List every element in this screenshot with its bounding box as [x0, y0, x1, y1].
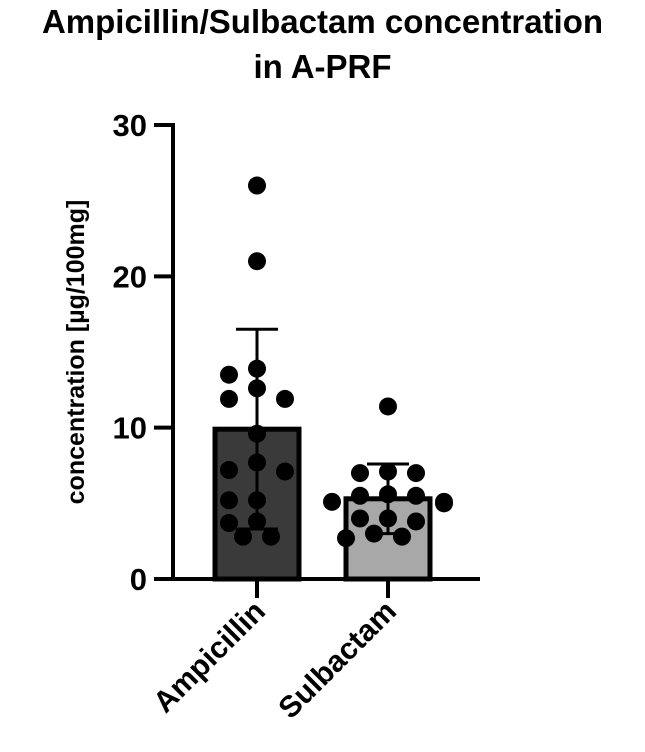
data-point-ampicillin — [248, 379, 266, 398]
data-point-sulbactam — [323, 492, 341, 511]
y-axis-label: concentration [µg/100mg] — [62, 200, 90, 505]
data-point-sulbactam — [407, 486, 425, 505]
data-point-sulbactam — [351, 486, 369, 505]
data-point-ampicillin — [276, 389, 294, 408]
data-point-ampicillin — [248, 252, 266, 271]
data-point-ampicillin — [248, 453, 266, 472]
data-point-sulbactam — [393, 527, 411, 546]
chart-title-line-2: in A-PRF — [253, 48, 392, 85]
data-point-sulbactam — [435, 494, 453, 513]
data-point-ampicillin — [220, 365, 238, 384]
chart-title-line-1: Ampicillin/Sulbactam concentration — [41, 3, 604, 40]
data-point-sulbactam — [365, 524, 383, 543]
y-tick-label: 20 — [113, 259, 147, 294]
data-point-ampicillin — [220, 389, 238, 408]
data-point-ampicillin — [248, 491, 266, 510]
data-point-ampicillin — [248, 359, 266, 378]
y-tick-label: 0 — [130, 562, 147, 597]
data-point-ampicillin — [262, 527, 280, 546]
y-tick-label: 30 — [113, 108, 147, 143]
data-point-sulbactam — [379, 509, 397, 528]
data-point-ampicillin — [248, 512, 266, 531]
data-point-sulbactam — [379, 485, 397, 504]
data-point-ampicillin — [234, 527, 252, 546]
data-point-sulbactam — [351, 464, 369, 483]
data-point-sulbactam — [379, 462, 397, 481]
x-tick-label-ampicillin: Ampicillin — [147, 595, 272, 720]
data-point-ampicillin — [220, 514, 238, 533]
data-point-ampicillin — [248, 176, 266, 195]
plot-area: 0 10 20 30 Ampicillin Sulbactam — [113, 108, 480, 725]
x-tick-label-sulbactam: Sulbactam — [272, 595, 403, 726]
data-point-sulbactam — [337, 529, 355, 548]
data-point-ampicillin — [248, 424, 266, 443]
data-point-ampicillin — [276, 462, 294, 481]
data-point-sulbactam — [379, 397, 397, 416]
y-tick-label: 10 — [113, 411, 147, 446]
data-point-sulbactam — [407, 512, 425, 531]
data-point-sulbactam — [351, 509, 369, 528]
data-point-ampicillin — [220, 491, 238, 510]
data-point-ampicillin — [220, 461, 238, 480]
data-point-sulbactam — [407, 464, 425, 483]
